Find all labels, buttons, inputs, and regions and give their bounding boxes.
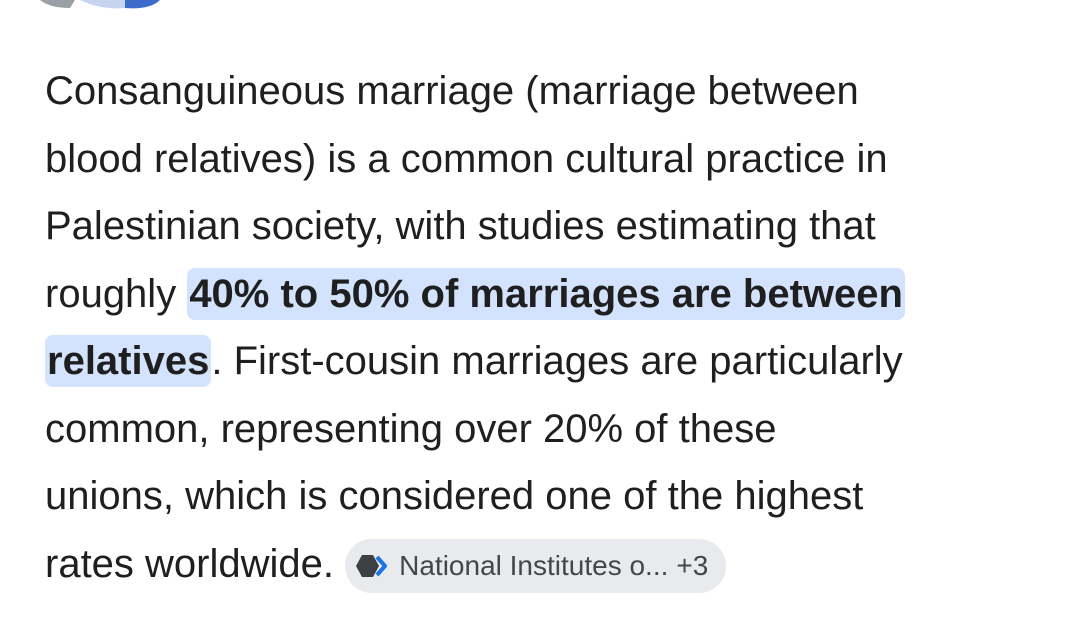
text-segment: . First-cousin marriages are particularl… [211,339,903,383]
logo-fragment [40,0,160,9]
answer-paragraph: Consanguineous marriage (marriage betwee… [45,58,1065,598]
highlighted-text: 40% to 50% of marriages are between [187,267,905,320]
text-segment: Palestinian society, with studies estima… [45,204,876,248]
text-line: Palestinian society, with studies estima… [45,193,1065,261]
text-segment: common, representing over 20% of these [45,406,777,451]
text-segment: Consanguineous marriage (marriage betwee… [45,69,859,113]
text-segment: blood relatives) is a common cultural pr… [45,136,888,181]
text-segment: rates worldwide. [45,541,346,586]
text-line: Consanguineous marriage (marriage betwee… [45,58,1065,126]
source-icon [356,554,388,577]
text-line: unions, which is considered one of the h… [45,463,1065,531]
chip-label: National Institutes o... [399,550,669,582]
text-segment: roughly [45,271,188,316]
text-line: roughly 40% to 50% of marriages are betw… [45,261,1065,329]
source-chip[interactable]: National Institutes o... +3 [345,538,727,593]
text-line: rates worldwide. National Institutes o..… [45,531,1065,599]
text-line: common, representing over 20% of these [45,396,1065,464]
text-line: blood relatives) is a common cultural pr… [45,126,1065,194]
highlighted-text: relatives [45,335,212,387]
chip-count: +3 [676,550,709,582]
text-segment: unions, which is considered one of the h… [45,474,864,518]
text-line: relatives. First-cousin marriages are pa… [45,328,1065,396]
